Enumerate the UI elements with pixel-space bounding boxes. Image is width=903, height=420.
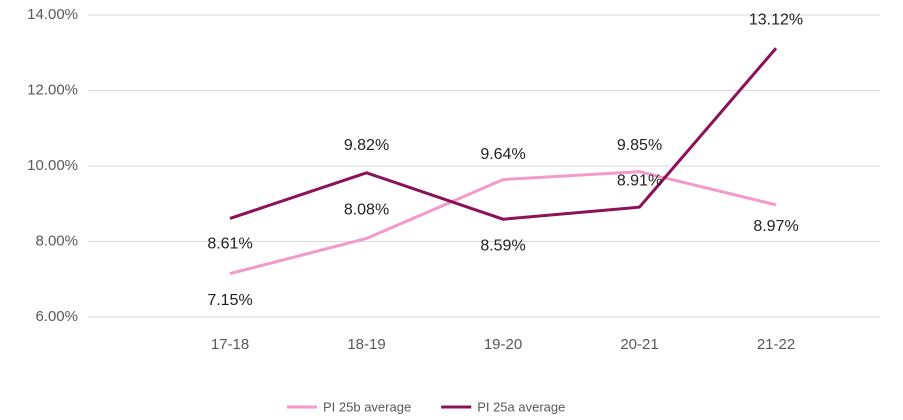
x-tick-label: 19-20 [484,336,522,353]
y-tick-label: 10.00% [27,157,78,174]
series-line [229,170,777,276]
data-label: 8.59% [480,237,525,254]
y-tick-label: 14.00% [27,6,78,23]
data-label: 7.15% [207,292,252,309]
legend-label: PI 25b average [323,399,411,414]
data-label: 13.12% [749,11,803,28]
x-tick-label: 18-19 [347,336,385,353]
data-label: 8.08% [344,202,389,219]
y-tick-label: 8.00% [35,232,78,249]
y-tick-label: 12.00% [27,81,78,98]
data-label: 9.85% [617,137,662,154]
x-tick-label: 17-18 [211,336,249,353]
legend-label: PI 25a average [477,399,565,414]
x-tick-label: 21-22 [757,336,795,353]
series-line [229,47,778,221]
data-label: 8.91% [617,172,662,189]
y-tick-label: 6.00% [35,308,78,325]
data-label: 9.82% [344,137,389,154]
x-tick-label: 20-21 [620,336,658,353]
data-label: 9.64% [480,146,525,163]
data-label: 8.61% [207,236,252,253]
data-label: 8.97% [753,218,798,235]
